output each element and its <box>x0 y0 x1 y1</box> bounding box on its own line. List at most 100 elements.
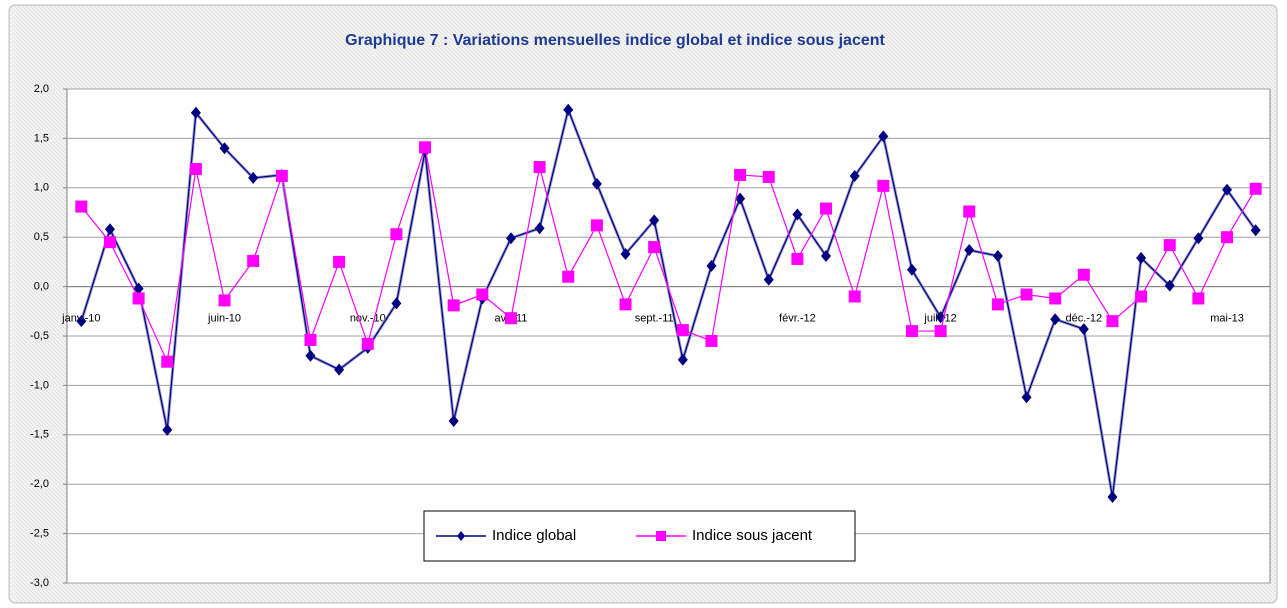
legend: Indice global Indice sous jacent <box>423 510 856 562</box>
marker <box>534 222 545 235</box>
marker <box>649 214 660 227</box>
marker <box>878 130 889 143</box>
marker <box>1135 290 1148 303</box>
marker <box>1249 182 1262 195</box>
marker <box>591 177 602 190</box>
marker <box>934 325 947 338</box>
marker <box>849 169 860 182</box>
marker <box>1107 491 1118 504</box>
marker <box>1250 224 1261 237</box>
marker <box>304 333 317 346</box>
x-tick-label: déc.-12 <box>1065 313 1102 325</box>
legend-marker <box>656 531 666 541</box>
marker <box>1078 323 1089 336</box>
marker <box>1193 232 1204 245</box>
y-tick-label: -2,5 <box>30 528 49 540</box>
y-tick-label: -1,5 <box>30 429 49 441</box>
legend-marker <box>457 531 465 541</box>
chart-title: Graphique 7 : Variations mensuelles indi… <box>345 32 885 49</box>
y-tick-label: -2,0 <box>30 478 49 490</box>
marker <box>734 168 747 181</box>
marker <box>1221 231 1234 244</box>
marker <box>248 171 259 184</box>
marker <box>219 142 230 155</box>
marker <box>333 255 346 268</box>
marker <box>763 273 774 286</box>
marker <box>361 337 374 350</box>
marker <box>791 252 804 265</box>
marker <box>190 106 201 119</box>
marker <box>963 205 976 218</box>
marker <box>820 202 833 215</box>
marker <box>391 297 402 310</box>
marker <box>905 325 918 338</box>
marker <box>334 363 345 376</box>
marker <box>1049 292 1062 305</box>
marker <box>705 334 718 347</box>
marker <box>505 232 516 245</box>
marker <box>390 228 403 241</box>
marker <box>677 353 688 366</box>
marker <box>991 298 1004 311</box>
y-tick-label: -1,0 <box>30 379 49 391</box>
marker <box>706 259 717 272</box>
marker <box>821 249 832 262</box>
marker <box>162 423 173 436</box>
marker <box>305 349 316 362</box>
marker <box>189 163 202 176</box>
marker <box>1050 313 1061 326</box>
x-tick-label: mai-13 <box>1210 313 1244 325</box>
marker <box>504 312 517 325</box>
marker <box>648 241 661 254</box>
x-tick-label: nov.-10 <box>350 313 386 325</box>
marker <box>1077 268 1090 281</box>
marker <box>906 263 917 276</box>
marker <box>562 270 575 283</box>
marker <box>76 315 87 328</box>
y-tick-label: -0,5 <box>30 330 49 342</box>
marker <box>676 324 689 337</box>
marker <box>533 161 546 174</box>
marker <box>1020 288 1033 301</box>
marker <box>762 170 775 183</box>
marker <box>1164 279 1175 292</box>
marker <box>103 236 116 249</box>
y-tick-label: 0,5 <box>34 231 49 243</box>
marker <box>75 200 88 213</box>
marker <box>590 219 603 232</box>
marker <box>247 254 260 267</box>
marker <box>992 249 1003 262</box>
y-tick-label: -3,0 <box>30 577 49 589</box>
legend-label: Indice sous jacent <box>692 527 813 544</box>
legend-label: Indice global <box>492 527 576 544</box>
x-tick-label: sept.-11 <box>635 313 674 325</box>
marker <box>275 169 288 182</box>
marker <box>1222 183 1233 196</box>
marker <box>133 282 144 295</box>
marker <box>735 192 746 205</box>
y-tick-label: 0,0 <box>34 281 49 293</box>
y-tick-label: 1,5 <box>34 132 49 144</box>
y-tick-label: 1,0 <box>34 182 49 194</box>
marker <box>1192 292 1205 305</box>
marker <box>1136 251 1147 264</box>
marker <box>447 299 460 312</box>
x-tick-label: févr.-12 <box>779 313 816 325</box>
marker <box>419 141 432 154</box>
marker <box>1163 239 1176 252</box>
marker <box>104 223 115 236</box>
x-tick-label: juin-10 <box>207 313 241 325</box>
marker <box>218 294 231 307</box>
marker <box>132 292 145 305</box>
marker <box>1106 315 1119 328</box>
marker <box>620 247 631 260</box>
marker <box>476 288 489 301</box>
marker <box>792 208 803 221</box>
marker <box>964 244 975 257</box>
marker <box>1021 391 1032 404</box>
marker <box>877 179 890 192</box>
marker <box>563 103 574 116</box>
y-tick-label: 2,0 <box>34 83 49 95</box>
marker <box>848 290 861 303</box>
